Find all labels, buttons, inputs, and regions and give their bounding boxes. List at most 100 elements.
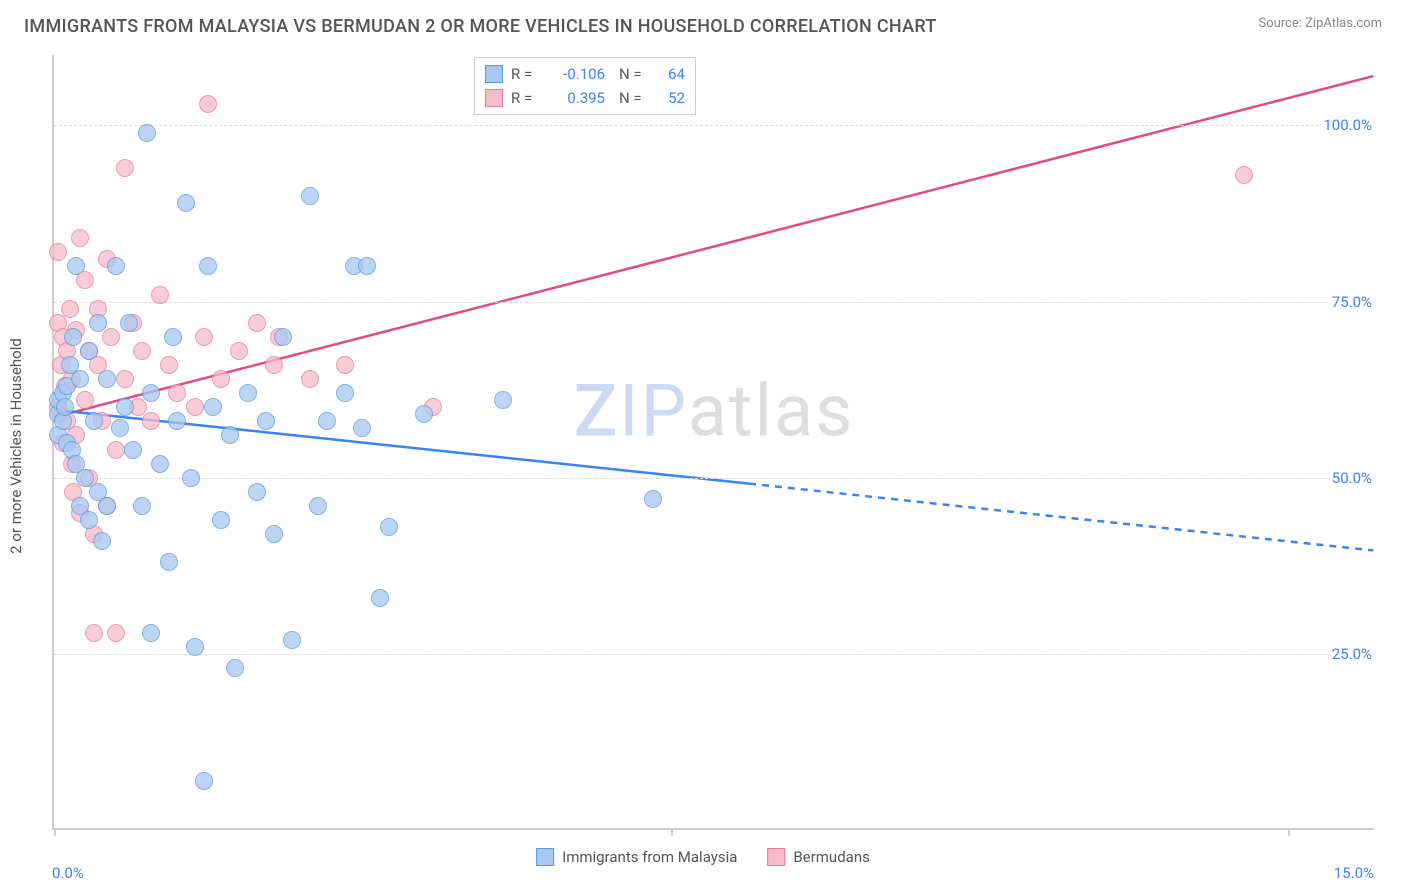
scatter-point-pink (212, 370, 230, 388)
legend-swatch-pink (485, 89, 503, 107)
scatter-point-pink (49, 243, 67, 261)
scatter-point-blue (107, 257, 125, 275)
scatter-point-pink (71, 229, 89, 247)
scatter-point-pink (195, 328, 213, 346)
gridline (54, 125, 1374, 126)
legend-swatch-blue (536, 848, 554, 866)
scatter-point-blue (111, 419, 129, 437)
scatter-point-blue (301, 187, 319, 205)
scatter-point-pink (107, 441, 125, 459)
scatter-point-blue (64, 328, 82, 346)
y-tick-label: 100.0% (1319, 116, 1376, 134)
scatter-point-pink (160, 356, 178, 374)
scatter-point-blue (93, 532, 111, 550)
scatter-point-blue (124, 441, 142, 459)
scatter-point-pink (301, 370, 319, 388)
series-legend-item-2: Bermudans (767, 848, 869, 866)
scatter-point-blue (226, 659, 244, 677)
scatter-point-pink (265, 356, 283, 374)
scatter-point-pink (102, 328, 120, 346)
scatter-point-blue (199, 257, 217, 275)
scatter-point-blue (67, 257, 85, 275)
scatter-point-blue (151, 455, 169, 473)
scatter-point-blue (186, 638, 204, 656)
scatter-point-pink (85, 624, 103, 642)
scatter-point-blue (168, 412, 186, 430)
y-tick-label: 75.0% (1328, 293, 1376, 311)
scatter-point-blue (138, 124, 156, 142)
scatter-point-pink (248, 314, 266, 332)
scatter-point-pink (116, 370, 134, 388)
gridline (54, 654, 1374, 655)
stats-legend-row-1: R = -0.106 N = 64 (485, 62, 685, 86)
scatter-point-pink (199, 95, 217, 113)
scatter-point-blue (80, 511, 98, 529)
stats-legend: R = -0.106 N = 64 R = 0.395 N = 52 (474, 57, 696, 115)
scatter-point-blue (133, 497, 151, 515)
scatter-point-blue (98, 497, 116, 515)
chart-plot-area: ZIPatlas R = -0.106 N = 64 R = 0.395 N =… (52, 55, 1374, 830)
scatter-point-blue (164, 328, 182, 346)
legend-swatch-pink (767, 848, 785, 866)
scatter-point-blue (353, 419, 371, 437)
scatter-point-blue (195, 772, 213, 790)
scatter-point-pink (76, 391, 94, 409)
scatter-point-blue (142, 624, 160, 642)
x-tick (54, 828, 56, 836)
scatter-point-pink (151, 286, 169, 304)
scatter-point-pink (1235, 166, 1253, 184)
scatter-point-pink (186, 398, 204, 416)
scatter-point-blue (415, 405, 433, 423)
x-axis-min-label: 0.0% (52, 864, 84, 882)
chart-title: IMMIGRANTS FROM MALAYSIA VS BERMUDAN 2 O… (24, 16, 937, 37)
y-axis-title: 2 or more Vehicles in Household (7, 338, 25, 554)
scatter-point-blue (98, 370, 116, 388)
scatter-point-blue (142, 384, 160, 402)
trend-lines (54, 55, 1374, 828)
scatter-point-pink (116, 159, 134, 177)
scatter-point-blue (318, 412, 336, 430)
scatter-point-blue (177, 194, 195, 212)
scatter-point-blue (221, 426, 239, 444)
scatter-point-blue (248, 483, 266, 501)
scatter-point-blue (358, 257, 376, 275)
scatter-point-blue (56, 398, 74, 416)
series-legend: Immigrants from Malaysia Bermudans (528, 848, 878, 866)
x-tick (1288, 828, 1290, 836)
scatter-point-blue (71, 370, 89, 388)
scatter-point-blue (283, 631, 301, 649)
scatter-point-blue (336, 384, 354, 402)
source-label: Source: ZipAtlas.com (1258, 16, 1382, 31)
scatter-point-pink (133, 342, 151, 360)
y-tick-label: 25.0% (1328, 645, 1376, 663)
legend-swatch-blue (485, 65, 503, 83)
scatter-point-blue (239, 384, 257, 402)
scatter-point-blue (265, 525, 283, 543)
scatter-point-pink (336, 356, 354, 374)
scatter-point-blue (274, 328, 292, 346)
scatter-point-pink (142, 412, 160, 430)
scatter-point-blue (160, 553, 178, 571)
scatter-point-blue (494, 391, 512, 409)
scatter-point-blue (380, 518, 398, 536)
scatter-point-blue (204, 398, 222, 416)
scatter-point-blue (120, 314, 138, 332)
scatter-point-blue (182, 469, 200, 487)
scatter-point-blue (116, 398, 134, 416)
scatter-point-blue (371, 589, 389, 607)
scatter-point-blue (212, 511, 230, 529)
series-legend-item-1: Immigrants from Malaysia (536, 848, 737, 866)
y-tick-label: 50.0% (1328, 469, 1376, 487)
scatter-point-blue (80, 342, 98, 360)
scatter-point-pink (168, 384, 186, 402)
x-tick (671, 828, 673, 836)
x-axis-max-label: 15.0% (1334, 864, 1374, 882)
scatter-point-blue (309, 497, 327, 515)
scatter-point-blue (89, 314, 107, 332)
scatter-point-blue (644, 490, 662, 508)
stats-legend-row-2: R = 0.395 N = 52 (485, 86, 685, 110)
scatter-point-pink (61, 300, 79, 318)
scatter-point-blue (257, 412, 275, 430)
scatter-point-pink (230, 342, 248, 360)
gridline (54, 478, 1374, 479)
